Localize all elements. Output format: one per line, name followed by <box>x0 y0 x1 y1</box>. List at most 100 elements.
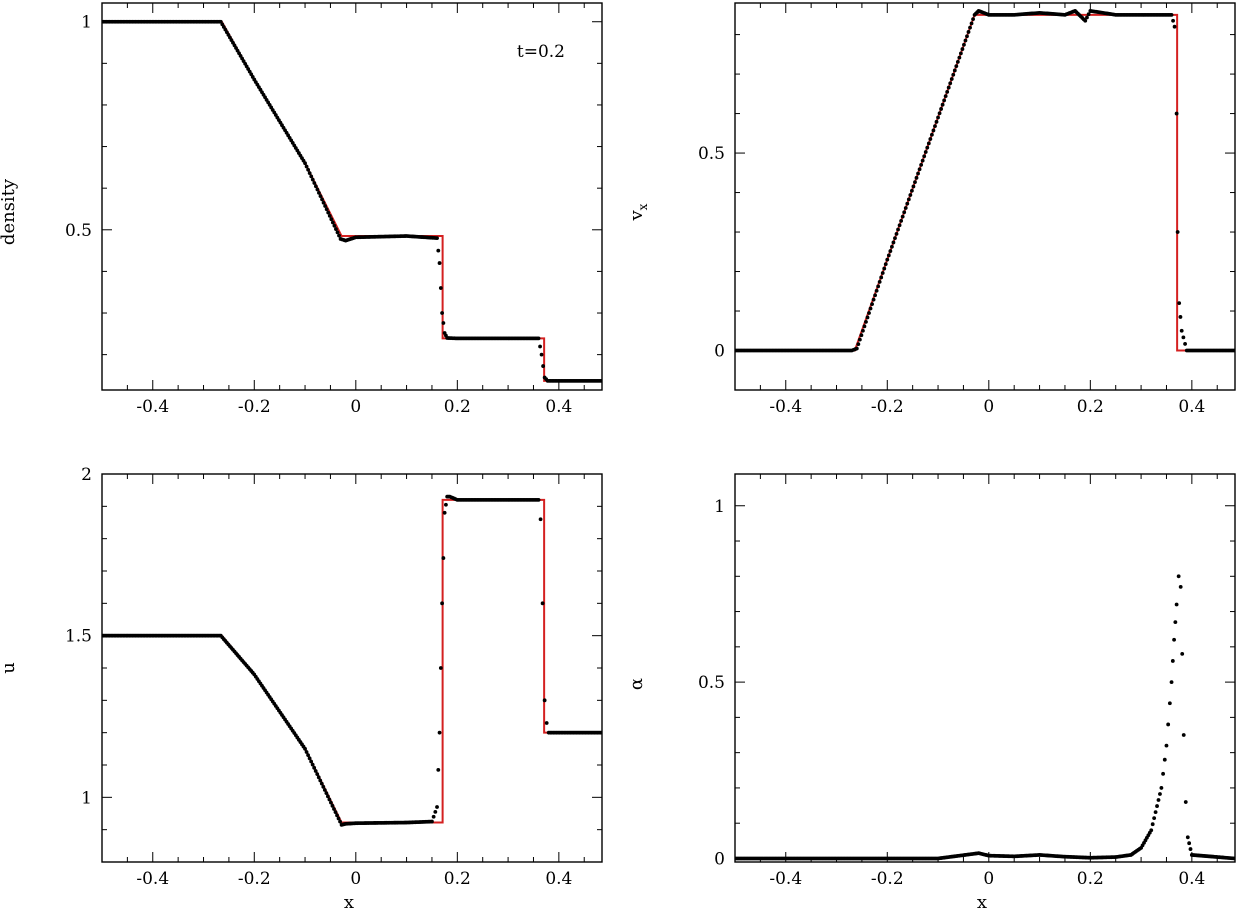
particle-point <box>1086 12 1091 17</box>
analytic-solution-line <box>102 20 602 382</box>
particle-point <box>306 753 310 758</box>
x-tick-label: 0.2 <box>444 869 471 889</box>
particle-point <box>334 227 338 231</box>
particle-point <box>902 210 907 215</box>
particle-point <box>1183 800 1188 804</box>
particle-point <box>955 60 960 64</box>
particle-point <box>931 128 936 133</box>
particle-point <box>1176 574 1181 579</box>
particle-point <box>1158 792 1162 796</box>
x-tick-label: 0.2 <box>1077 869 1104 889</box>
particle-point <box>954 64 959 69</box>
particle-point <box>903 206 908 210</box>
particle-point <box>438 666 443 670</box>
particle-point <box>541 364 546 368</box>
particle-point <box>1156 798 1161 802</box>
particle-point <box>888 249 893 253</box>
x-tick-label: -0.2 <box>871 869 904 889</box>
x-tick-label: 0 <box>983 397 994 417</box>
particle-point <box>323 204 328 208</box>
x-tick-label: -0.4 <box>769 869 802 889</box>
particle-point <box>431 814 436 819</box>
particle-point <box>318 778 323 783</box>
particle-point <box>309 174 314 179</box>
plot-frame <box>101 2 603 391</box>
particle-point <box>946 85 951 90</box>
particle-point <box>1178 315 1183 319</box>
particle-point <box>307 171 312 175</box>
y-tick-label: 0.5 <box>698 673 725 693</box>
particle-point <box>335 813 339 818</box>
particle-point <box>319 781 324 786</box>
particle-point <box>337 233 341 238</box>
particle-point <box>919 163 924 167</box>
y-tick-label: 1 <box>81 13 92 33</box>
particle-point <box>322 788 327 792</box>
particle-point <box>310 762 315 767</box>
particle-point <box>896 227 900 232</box>
x-tick-label: -0.4 <box>769 397 802 417</box>
particle-point <box>1159 786 1164 790</box>
particle-point <box>859 333 864 338</box>
particle-point <box>933 124 937 129</box>
particle-point <box>952 68 957 73</box>
particle-point <box>306 167 311 172</box>
particle-point <box>315 187 320 192</box>
particle-point <box>854 346 859 351</box>
particle-point <box>324 207 329 212</box>
particle-point <box>1187 841 1192 846</box>
particle-point <box>880 271 885 275</box>
particle-point <box>873 293 877 298</box>
x-tick-label: -0.4 <box>136 397 169 417</box>
particle-point <box>536 497 541 502</box>
particle-point <box>332 807 336 811</box>
particle-point <box>336 816 341 821</box>
x-tick-label: 0 <box>983 869 994 889</box>
particle-point <box>949 77 954 81</box>
particle-point <box>939 107 943 111</box>
particle-point <box>1162 757 1167 762</box>
particle-point <box>879 275 884 280</box>
particle-point <box>861 328 865 333</box>
particle-point <box>864 319 868 324</box>
particle-point <box>906 197 911 202</box>
y-tick-label: 2 <box>81 465 92 485</box>
analytic-solution-line <box>735 13 1235 352</box>
chart-vx: -0.4 -0.2 0 0.2 0.4 0 0.5 vx <box>626 2 1236 417</box>
chart-density: -0.4 -0.2 0 0.2 0.4 0.5 1 density t=0.2 <box>0 2 603 417</box>
particle-point <box>329 217 334 222</box>
particle-point <box>304 750 309 754</box>
particle-point <box>882 266 887 271</box>
particle-point <box>330 803 335 808</box>
particle-point <box>1179 328 1184 333</box>
x-tick-label: 0.2 <box>1077 397 1104 417</box>
y-axis-label: u <box>0 662 19 674</box>
particle-point <box>926 141 931 146</box>
particle-point <box>1172 637 1176 642</box>
particle-point <box>436 248 441 253</box>
time-annotation: t=0.2 <box>517 42 565 62</box>
particle-point <box>862 324 867 329</box>
particle-point <box>317 190 321 195</box>
particle-point <box>917 167 922 172</box>
particle-point <box>316 775 321 780</box>
particle-point <box>1178 584 1183 589</box>
particle-point <box>911 184 916 189</box>
particle-point <box>1181 335 1186 340</box>
x-tick-label: 0.4 <box>545 397 572 417</box>
particle-point <box>856 342 861 346</box>
particle-point <box>920 158 925 163</box>
particle-point <box>536 336 541 341</box>
particle-point <box>307 756 312 761</box>
plot-frame <box>734 473 1236 863</box>
particle-point <box>538 517 543 522</box>
particle-point <box>600 730 602 735</box>
particle-point <box>329 800 333 805</box>
particle-point <box>928 137 933 141</box>
particle-point <box>440 311 444 315</box>
particle-point <box>332 223 337 228</box>
particle-point <box>1233 348 1235 353</box>
particle-point <box>868 306 873 311</box>
particle-point <box>857 337 862 342</box>
chart-u: -0.4 -0.2 0 0.2 0.4 1 1.5 2 u x <box>0 465 603 910</box>
